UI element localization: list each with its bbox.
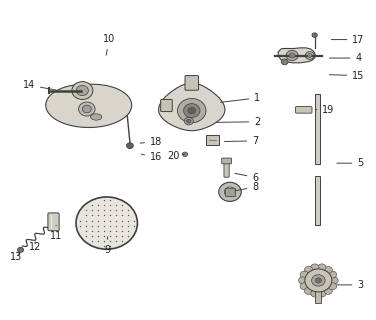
Text: 8: 8	[235, 182, 258, 192]
Polygon shape	[46, 84, 132, 127]
Text: 2: 2	[216, 117, 261, 127]
Text: 19: 19	[315, 105, 335, 115]
Circle shape	[328, 283, 337, 290]
Circle shape	[76, 85, 88, 96]
Circle shape	[312, 33, 317, 37]
Text: 16: 16	[141, 152, 162, 163]
Circle shape	[127, 143, 133, 148]
Circle shape	[18, 247, 24, 252]
Circle shape	[177, 99, 206, 123]
Circle shape	[324, 287, 332, 294]
Text: 4: 4	[329, 53, 361, 63]
Circle shape	[315, 278, 321, 283]
FancyBboxPatch shape	[225, 188, 235, 196]
Circle shape	[289, 53, 295, 58]
Text: 7: 7	[224, 136, 259, 146]
Circle shape	[183, 104, 200, 118]
Text: 15: 15	[329, 71, 365, 81]
Circle shape	[76, 197, 137, 249]
Circle shape	[308, 53, 312, 57]
Text: 18: 18	[140, 137, 162, 147]
Circle shape	[305, 287, 313, 294]
Circle shape	[300, 271, 308, 278]
FancyBboxPatch shape	[206, 135, 219, 145]
Circle shape	[305, 267, 313, 274]
Circle shape	[186, 119, 191, 123]
FancyBboxPatch shape	[224, 161, 229, 177]
Circle shape	[184, 117, 193, 125]
Text: 10: 10	[103, 34, 115, 55]
Circle shape	[224, 187, 236, 197]
Circle shape	[219, 182, 241, 201]
FancyBboxPatch shape	[296, 107, 312, 113]
Text: 9: 9	[105, 237, 111, 255]
Circle shape	[312, 275, 325, 286]
Circle shape	[286, 50, 298, 60]
Polygon shape	[159, 83, 225, 131]
Circle shape	[305, 52, 314, 59]
Text: 6: 6	[235, 172, 258, 182]
Circle shape	[324, 267, 332, 274]
FancyBboxPatch shape	[315, 94, 320, 164]
Polygon shape	[278, 48, 315, 63]
Text: 17: 17	[331, 35, 365, 44]
Text: 13: 13	[10, 252, 23, 262]
Text: 5: 5	[337, 158, 364, 168]
Circle shape	[182, 152, 188, 156]
Circle shape	[311, 264, 319, 271]
Ellipse shape	[91, 114, 102, 120]
Circle shape	[79, 102, 95, 116]
Circle shape	[188, 108, 196, 114]
Circle shape	[311, 290, 319, 297]
Circle shape	[305, 269, 332, 292]
Text: 1: 1	[221, 93, 260, 103]
Circle shape	[82, 105, 91, 113]
FancyBboxPatch shape	[185, 76, 199, 90]
FancyBboxPatch shape	[48, 213, 59, 231]
Circle shape	[300, 283, 308, 290]
Text: 11: 11	[50, 225, 62, 242]
Circle shape	[328, 271, 337, 278]
FancyBboxPatch shape	[222, 158, 232, 164]
FancyBboxPatch shape	[315, 283, 321, 303]
Text: 12: 12	[29, 242, 41, 252]
Circle shape	[318, 290, 326, 297]
Text: 14: 14	[23, 80, 56, 90]
Circle shape	[318, 264, 326, 271]
Circle shape	[72, 82, 93, 100]
Circle shape	[299, 277, 307, 284]
Text: 20: 20	[168, 151, 184, 161]
FancyBboxPatch shape	[315, 176, 320, 225]
Circle shape	[330, 277, 338, 284]
Circle shape	[281, 59, 288, 65]
Text: 3: 3	[337, 280, 363, 290]
FancyBboxPatch shape	[161, 100, 172, 112]
